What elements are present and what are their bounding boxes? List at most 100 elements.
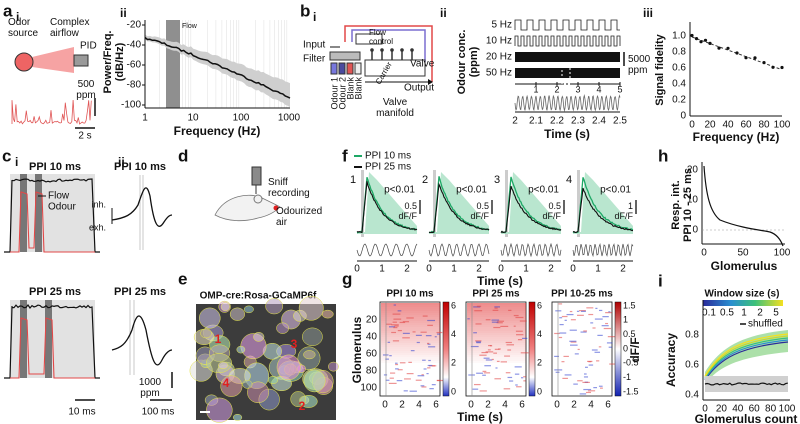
heat-speck: [415, 379, 422, 381]
label: 1 dF/F: [614, 201, 633, 221]
heat-speck: [388, 382, 397, 384]
label: -40: [127, 40, 142, 51]
vial: [338, 62, 346, 75]
label: 2: [485, 400, 491, 411]
heat-speck: [497, 320, 505, 322]
heat-speck: [395, 363, 399, 366]
trace: [111, 315, 173, 366]
heat-speck: [483, 372, 491, 374]
heat-row: [467, 341, 526, 343]
heat-speck: [425, 335, 432, 337]
label: 0: [468, 400, 474, 411]
heat-speck: [476, 372, 484, 374]
heat-row: [381, 303, 440, 305]
heat-row: [381, 313, 440, 315]
heat-speck: [436, 331, 443, 334]
heat-speck: [523, 380, 526, 382]
label: Flow: [48, 191, 70, 202]
heat-row: [467, 313, 526, 315]
glomerulus: [229, 307, 246, 321]
heat-row: [467, 315, 526, 317]
heat-speck: [579, 310, 586, 312]
label: 50: [737, 248, 749, 259]
heat-speck: [583, 330, 588, 332]
label: 2: [422, 174, 428, 186]
heat-speck: [434, 336, 437, 338]
point: [699, 40, 703, 44]
heat-speck: [399, 321, 406, 324]
heat-speck: [432, 365, 437, 367]
heat-speck: [516, 386, 522, 388]
panel-label: i: [658, 271, 663, 290]
heat-speck: [580, 331, 587, 333]
error-band: [501, 172, 561, 234]
label: 1000: [278, 113, 301, 124]
manifold: [364, 59, 426, 77]
label: 0.1: [702, 308, 716, 319]
glomerulus: [276, 354, 301, 381]
heat-speck: [389, 377, 394, 379]
panel-label: c: [2, 146, 11, 165]
heat-speck: [606, 342, 613, 344]
label: 3: [494, 174, 500, 186]
label: 0.8: [672, 47, 686, 58]
trace: [356, 181, 418, 234]
label: 10 Hz: [486, 36, 512, 47]
heat-row: [381, 351, 440, 353]
heat-speck: [519, 320, 527, 322]
label: p<0.01: [384, 185, 415, 196]
heat-speck: [513, 314, 519, 317]
label: 4: [451, 329, 456, 339]
sensor: [251, 166, 262, 186]
heat-speck: [399, 362, 406, 364]
heat-speck: [387, 341, 391, 343]
heat-row: [381, 359, 440, 361]
heat-speck: [472, 388, 479, 390]
heat-speck: [493, 352, 497, 354]
heat-row: [381, 321, 440, 323]
label: Resp. int.PPI 10 - 25 ms: [670, 168, 694, 242]
heat-row: [467, 323, 526, 325]
label: 0: [537, 386, 542, 396]
label: Glomerulus: [711, 259, 778, 273]
colorbar: [442, 301, 450, 397]
colorbar: [528, 301, 536, 397]
trace: [704, 335, 789, 378]
label: 0.5 dF/F: [542, 201, 561, 221]
label: p<0.01: [456, 185, 487, 196]
trace: [4, 178, 100, 253]
label: 80: [765, 404, 777, 415]
glomerulus: [276, 322, 290, 334]
label: Frequency (Hz): [174, 124, 261, 138]
label: 1.5: [623, 300, 636, 310]
label: 3: [291, 337, 298, 351]
label: Input: [303, 40, 325, 51]
heat-speck: [410, 350, 415, 352]
heat-speck: [436, 333, 440, 335]
label: 0: [680, 111, 686, 122]
heat-speck: [514, 373, 520, 375]
pulse-train: [515, 68, 620, 78]
heat-speck: [523, 376, 526, 378]
heat-speck: [597, 334, 603, 336]
heat-speck: [481, 351, 488, 354]
point: [708, 41, 712, 46]
label: 0.5 dF/F: [398, 201, 417, 221]
heat-speck: [422, 359, 426, 361]
label: 100: [360, 383, 377, 394]
heat-row: [467, 349, 526, 351]
heat-speck: [494, 306, 500, 308]
heat-speck: [594, 318, 603, 320]
heat-speck: [487, 349, 491, 351]
heat-speck: [586, 307, 594, 309]
label: 0: [692, 225, 698, 236]
label: 4: [223, 376, 230, 390]
heat-speck: [436, 379, 440, 382]
label: 20: [687, 165, 699, 176]
trace: [500, 242, 562, 258]
heat-speck: [508, 309, 512, 312]
heat-row: [381, 333, 440, 335]
heat-speck: [423, 368, 427, 370]
glomerulus: [232, 413, 243, 421]
heat-row: [467, 355, 526, 357]
